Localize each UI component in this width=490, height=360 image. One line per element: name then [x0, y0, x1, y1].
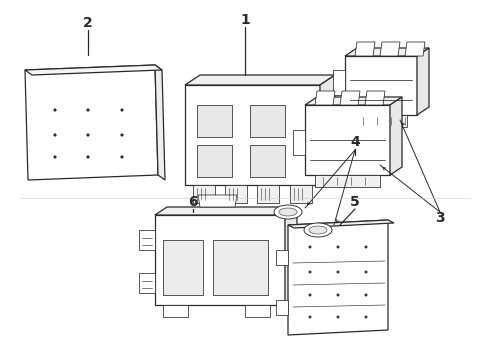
Polygon shape [293, 130, 305, 155]
Polygon shape [198, 195, 237, 207]
Polygon shape [288, 220, 388, 335]
Polygon shape [390, 97, 402, 175]
Polygon shape [245, 305, 270, 317]
Polygon shape [333, 70, 345, 95]
Polygon shape [305, 105, 390, 175]
Text: 3: 3 [435, 211, 445, 225]
Circle shape [365, 316, 367, 318]
Polygon shape [257, 185, 279, 203]
Polygon shape [355, 115, 407, 127]
Polygon shape [315, 91, 335, 105]
Polygon shape [225, 185, 247, 203]
Text: 4: 4 [350, 135, 360, 149]
Text: 6: 6 [188, 195, 198, 209]
Polygon shape [25, 65, 162, 75]
Polygon shape [25, 65, 158, 180]
Circle shape [87, 134, 89, 136]
Circle shape [121, 109, 123, 111]
Circle shape [337, 246, 339, 248]
Polygon shape [139, 273, 155, 293]
Polygon shape [250, 105, 285, 137]
Polygon shape [345, 56, 417, 115]
Polygon shape [197, 145, 232, 177]
Circle shape [337, 271, 339, 273]
Circle shape [121, 156, 123, 158]
Ellipse shape [304, 223, 332, 237]
Polygon shape [155, 65, 165, 180]
Circle shape [365, 271, 367, 273]
Polygon shape [285, 207, 297, 305]
Circle shape [309, 246, 311, 248]
Text: 5: 5 [350, 195, 360, 209]
Polygon shape [197, 105, 232, 137]
Polygon shape [290, 185, 312, 203]
Circle shape [337, 316, 339, 318]
Circle shape [54, 109, 56, 111]
Circle shape [87, 156, 89, 158]
Polygon shape [213, 240, 268, 295]
Circle shape [365, 246, 367, 248]
Polygon shape [276, 250, 288, 265]
Polygon shape [288, 220, 394, 228]
Polygon shape [320, 75, 335, 185]
Polygon shape [155, 215, 285, 305]
Text: 2: 2 [83, 16, 93, 30]
Polygon shape [345, 48, 429, 56]
Circle shape [309, 316, 311, 318]
Circle shape [309, 294, 311, 296]
Polygon shape [305, 97, 402, 105]
Circle shape [337, 294, 339, 296]
Circle shape [365, 294, 367, 296]
Ellipse shape [279, 208, 297, 216]
Polygon shape [250, 145, 285, 177]
Polygon shape [417, 48, 429, 115]
Polygon shape [380, 42, 400, 56]
Polygon shape [193, 185, 215, 203]
Polygon shape [405, 42, 425, 56]
Polygon shape [355, 42, 375, 56]
Circle shape [121, 134, 123, 136]
Polygon shape [315, 175, 380, 187]
Circle shape [54, 134, 56, 136]
Circle shape [54, 156, 56, 158]
Circle shape [87, 109, 89, 111]
Polygon shape [139, 230, 155, 250]
Ellipse shape [309, 226, 327, 234]
Polygon shape [185, 85, 320, 185]
Polygon shape [365, 91, 385, 105]
Polygon shape [185, 75, 335, 85]
Ellipse shape [274, 205, 302, 219]
Circle shape [309, 271, 311, 273]
Polygon shape [163, 240, 203, 295]
Polygon shape [163, 305, 188, 317]
Polygon shape [340, 91, 360, 105]
Polygon shape [155, 207, 297, 215]
Text: 1: 1 [240, 13, 250, 27]
Polygon shape [276, 300, 288, 315]
